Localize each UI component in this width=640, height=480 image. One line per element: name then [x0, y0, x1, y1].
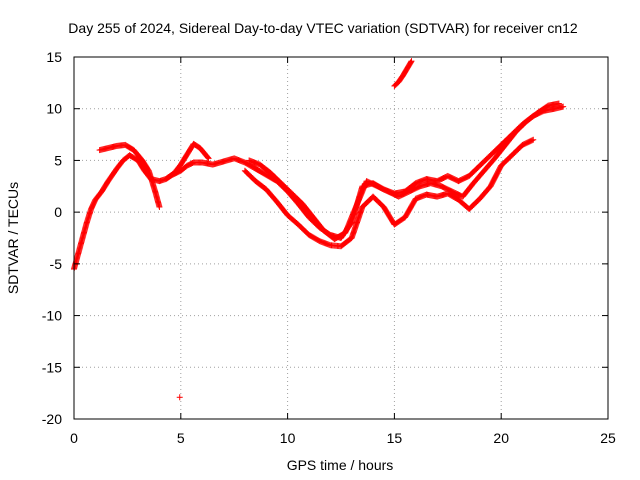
data-point — [156, 203, 163, 210]
data-point — [407, 59, 414, 66]
data-point — [408, 58, 415, 65]
x-tick-label: 25 — [600, 430, 616, 446]
y-tick-label: -5 — [50, 256, 63, 272]
data-point — [529, 137, 536, 144]
y-tick-label: 15 — [46, 49, 62, 65]
x-tick-label: 0 — [70, 430, 78, 446]
x-axis-label: GPS time / hours — [287, 457, 394, 473]
chart-title: Day 255 of 2024, Sidereal Day-to-day VTE… — [68, 20, 578, 36]
data-points — [71, 58, 567, 401]
data-point-outlier — [176, 394, 183, 401]
data-point — [530, 136, 537, 143]
y-tick-label: 5 — [54, 152, 62, 168]
axis-ticks: 0 5 10 15 20 25 -20 -15 -10 -5 0 5 10 15 — [42, 49, 616, 446]
x-tick-label: 10 — [280, 430, 296, 446]
y-tick-label: 10 — [46, 101, 62, 117]
x-tick-label: 15 — [387, 430, 403, 446]
data-point — [555, 100, 562, 107]
data-point — [204, 154, 211, 161]
y-tick-label: -15 — [42, 359, 62, 375]
x-tick-label: 20 — [493, 430, 509, 446]
y-tick-label: -10 — [42, 308, 62, 324]
y-tick-label: -20 — [42, 411, 62, 427]
y-tick-label: 0 — [54, 204, 62, 220]
grid — [74, 57, 608, 419]
x-tick-label: 5 — [177, 430, 185, 446]
y-axis-label: SDTVAR / TECUs — [5, 182, 21, 294]
plot-frame — [73, 56, 609, 420]
data-point — [205, 155, 212, 162]
data-point — [560, 103, 567, 110]
